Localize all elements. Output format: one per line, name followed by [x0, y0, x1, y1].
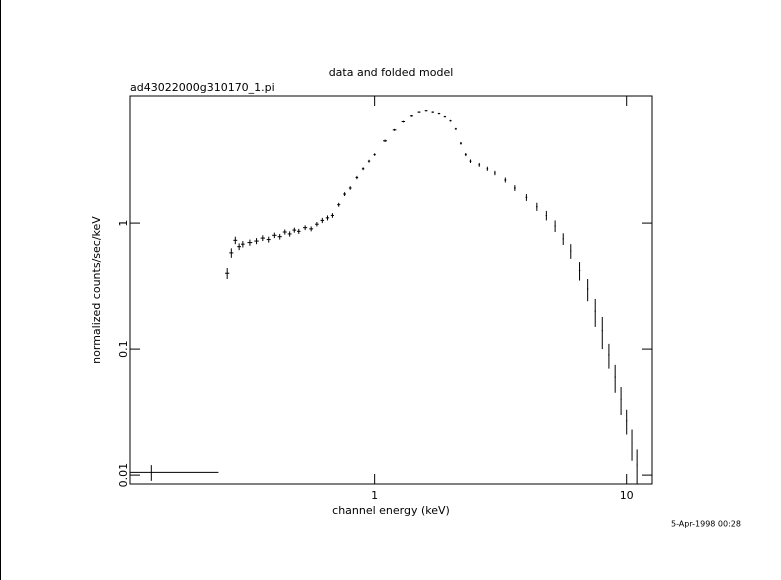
y-tick-label: 1: [117, 220, 130, 227]
x-tick-label: 10: [620, 489, 634, 502]
y-tick-label: 0.01: [117, 463, 130, 488]
footer-date: 5-Apr-1998 00:28: [671, 520, 741, 529]
subtitle: ad43022000g310170_1.pi: [130, 81, 275, 94]
data-points: [130, 109, 638, 484]
y-tick-label: 0.1: [117, 340, 130, 358]
chart-title: data and folded model: [329, 66, 454, 79]
x-tick-label: 1: [371, 489, 378, 502]
y-axis-label: normalized counts/sec/keV: [90, 216, 103, 364]
x-axis-label: channel energy (keV): [332, 504, 450, 517]
plot-frame: [129, 95, 653, 485]
